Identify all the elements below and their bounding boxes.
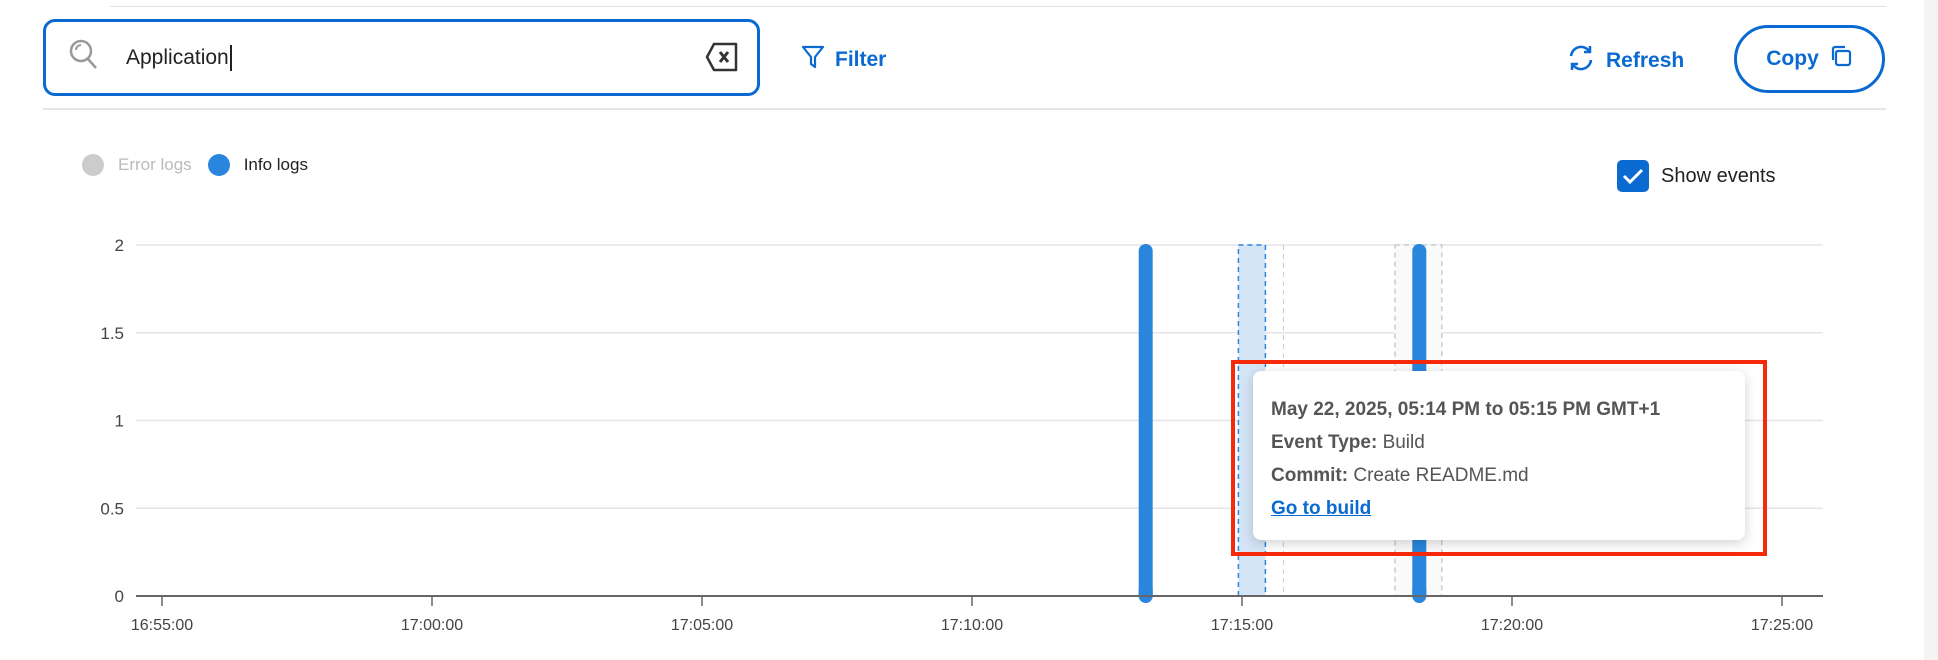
chart-legend: Error logs Info logs <box>82 154 308 176</box>
x-tick-label: 16:55:00 <box>131 617 193 634</box>
x-tick-label: 17:00:00 <box>401 617 463 634</box>
legend-item-info[interactable]: Info logs <box>243 155 308 174</box>
tooltip-title: May 22, 2025, 05:14 PM to 05:15 PM GMT+1 <box>1271 399 1661 420</box>
info-log-bar-base <box>1138 588 1153 596</box>
top-divider <box>110 6 1886 7</box>
tooltip-commit-label: Commit: <box>1271 465 1349 486</box>
copy-button[interactable]: Copy <box>1734 25 1885 93</box>
toolbar-divider <box>43 108 1886 110</box>
go-to-build-link[interactable]: Go to build <box>1271 498 1372 519</box>
tooltip-commit: Create README.md <box>1353 465 1529 486</box>
search-value[interactable]: Application <box>126 44 232 71</box>
show-events-label: Show events <box>1661 164 1776 187</box>
legend-item-error[interactable]: Error logs <box>118 155 192 174</box>
x-tick-label: 17:25:00 <box>1751 617 1813 634</box>
event-tooltip: May 22, 2025, 05:14 PM to 05:15 PM GMT+1… <box>1253 371 1745 540</box>
tooltip-event-type: Build <box>1382 432 1425 453</box>
y-tick-label: 0 <box>115 587 124 606</box>
x-tick-label: 17:05:00 <box>671 617 733 634</box>
filter-label: Filter <box>835 48 887 71</box>
x-tick-label: 17:20:00 <box>1481 617 1543 634</box>
highlight-box <box>1231 360 1767 556</box>
backspace-clear-icon[interactable] <box>705 42 739 77</box>
show-events-checkbox[interactable]: Show events <box>1617 160 1776 192</box>
info-log-bar-base <box>1412 588 1427 596</box>
y-tick-label: 1.5 <box>100 324 124 343</box>
refresh-icon <box>1566 43 1596 79</box>
y-tick-label: 0.5 <box>100 499 124 518</box>
tooltip-event-type-label: Event Type: <box>1271 432 1378 453</box>
refresh-button[interactable]: Refresh <box>1566 43 1684 79</box>
y-tick-label: 2 <box>115 236 124 255</box>
copy-label: Copy <box>1766 47 1819 70</box>
x-tick-label: 17:10:00 <box>941 617 1003 634</box>
filter-button[interactable]: Filter <box>801 44 886 76</box>
y-tick-label: 1 <box>115 412 124 431</box>
scrollbar-track[interactable] <box>1924 0 1938 660</box>
checkbox-checked-icon[interactable] <box>1617 160 1649 192</box>
search-icon <box>68 38 100 77</box>
legend-dot-error[interactable] <box>82 154 104 176</box>
x-tick-label: 17:15:00 <box>1211 617 1273 634</box>
search-input[interactable]: Application <box>43 19 760 96</box>
refresh-label: Refresh <box>1606 49 1685 72</box>
legend-dot-info[interactable] <box>207 154 230 176</box>
filter-icon <box>801 44 825 76</box>
copy-icon <box>1829 44 1853 74</box>
